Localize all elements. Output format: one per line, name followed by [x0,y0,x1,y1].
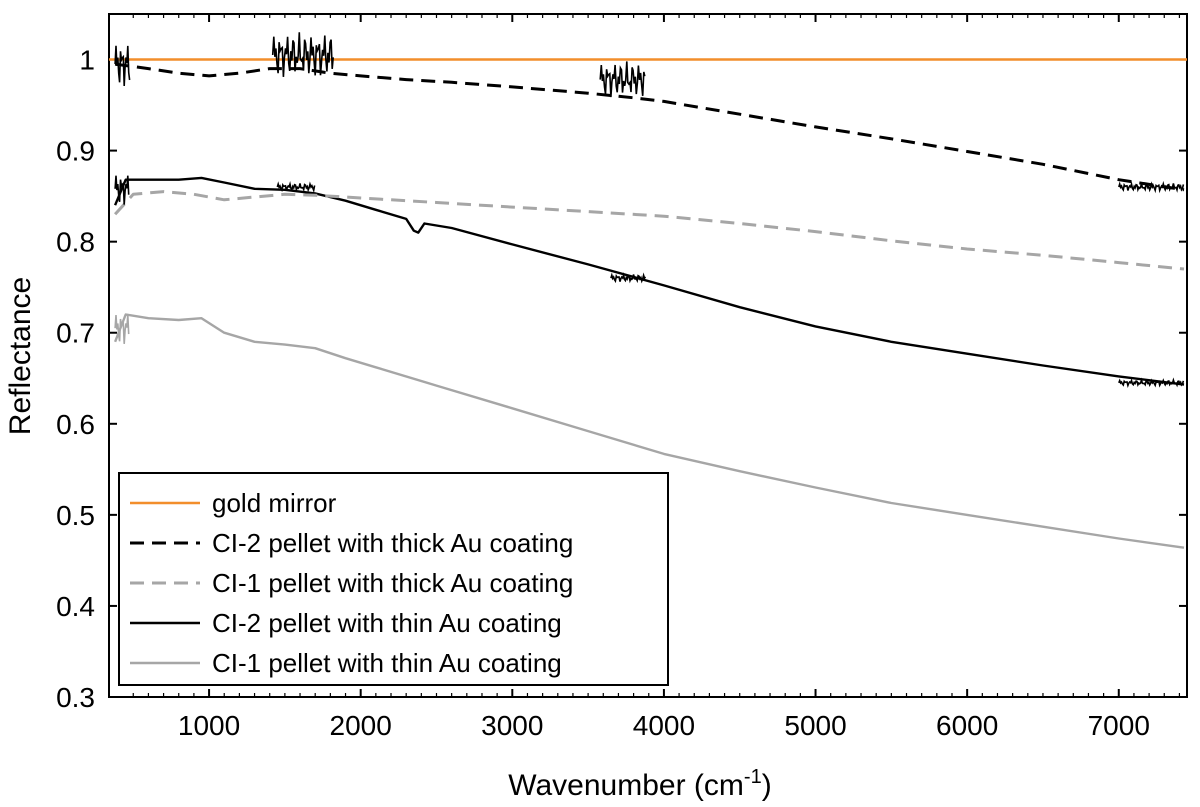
series-line [113,190,1185,271]
x-tick-label: 4000 [633,710,695,741]
y-tick-label: 0.7 [56,318,95,349]
y-tick-label: 0.5 [56,500,95,531]
series-line [113,176,1185,386]
x-tick-label: 7000 [1088,710,1150,741]
y-axis-title: Reflectance [4,277,37,435]
series-line [113,313,1185,549]
y-tick-label: 0.4 [56,591,95,622]
noise-spikes-low-thin-ci1 [114,314,130,344]
noise-features [114,32,1185,388]
x-tick-label: 6000 [936,710,998,741]
x-tick-label: 3000 [481,710,543,741]
noise-tail-thin [1118,377,1185,388]
y-tick-label: 0.6 [56,409,95,440]
legend: gold mirror CI-2 pellet with thick Au coa… [118,472,669,686]
noise-spikes-low-thin [114,175,130,205]
x-tick-label: 1000 [178,710,240,741]
x-tick-label: 2000 [330,710,392,741]
axis-ticks: 1000 2000 3000 4000 5000 6000 7000 0.3 0.4 0.5 0.6… [56,14,1187,741]
y-tick-label: 0.8 [56,227,95,258]
noise-spikes-low-thick [114,45,131,87]
y-tick-label: 0.3 [56,682,95,713]
x-axis-title-main: Wavenumber (cm [508,769,744,802]
legend-label: CI-1 pellet with thick Au coating [212,568,573,598]
noise-tail-thick [1118,180,1185,194]
noise-spikes-high-thin [610,272,647,284]
noise-spikes-mid-thin [276,181,316,194]
legend-box [118,472,669,686]
x-tick-label: 5000 [784,710,846,741]
y-tick-label: 1 [79,45,95,76]
legend-label: CI-2 pellet with thin Au coating [212,608,562,638]
noise-spikes-mid-thick [271,32,334,77]
legend-label: gold mirror [212,488,337,518]
x-axis-title-close: ) [762,769,772,802]
series-line [114,62,1185,192]
y-tick-label: 0.9 [56,136,95,167]
legend-label: CI-2 pellet with thick Au coating [212,528,573,558]
x-axis-title-superscript: -1 [744,766,762,788]
x-axis-title: Wavenumber (cm-1) [508,766,771,802]
noise-spikes-high-thick [599,61,646,98]
legend-label: CI-1 pellet with thin Au coating [212,648,562,678]
